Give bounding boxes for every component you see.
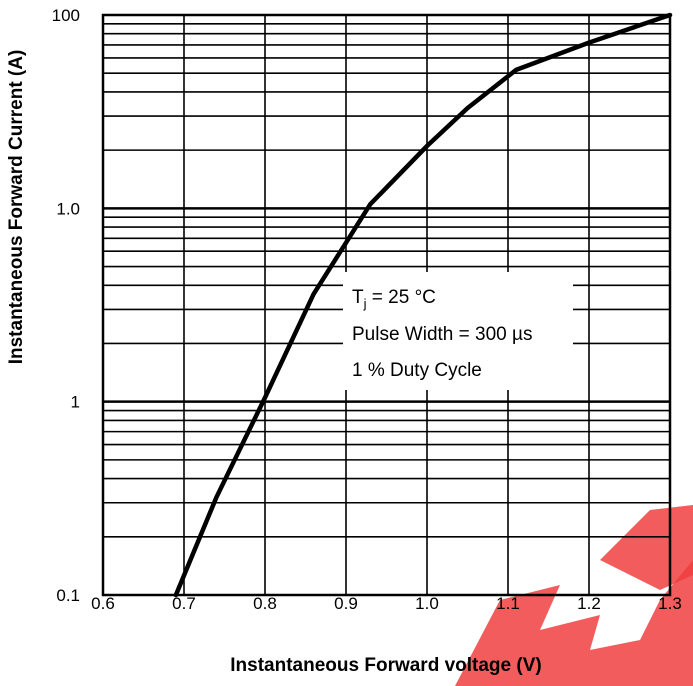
- y-tick-label: 0.1: [56, 586, 80, 605]
- annotation-junction-temp: Tj = 25 °C: [352, 287, 436, 311]
- x-tick-label: 0.8: [253, 594, 277, 613]
- annotation-duty-cycle: 1 % Duty Cycle: [352, 360, 482, 381]
- x-tick-label: 1.1: [496, 594, 520, 613]
- x-tick-label: 0.7: [172, 594, 196, 613]
- annotation-pulse-width: Pulse Width = 300 µs: [352, 324, 532, 345]
- x-axis-label: Instantaneous Forward voltage (V): [230, 655, 541, 676]
- y-axis-label: Instantaneous Forward Current (A): [6, 50, 27, 365]
- x-tick-label: 1.3: [658, 594, 682, 613]
- x-tick-label: 1.2: [577, 594, 601, 613]
- x-tick-label: 0.6: [91, 594, 115, 613]
- x-tick-label: 0.9: [334, 594, 358, 613]
- plot-frame: [101, 13, 672, 597]
- x-tick-label: 1.0: [415, 594, 439, 613]
- series-layer: [173, 12, 673, 598]
- annotation-box: [343, 272, 573, 390]
- tick-labels: 0.6 0.7 0.8 0.9 1.0 1.1 1.2 1.3 0.1 1 1.0 100: [52, 6, 682, 613]
- y-tick-label: 100: [52, 6, 80, 25]
- y-tick-label: 1.0: [56, 199, 80, 218]
- series-line: [173, 12, 673, 598]
- y-tick-label: 1: [71, 393, 80, 412]
